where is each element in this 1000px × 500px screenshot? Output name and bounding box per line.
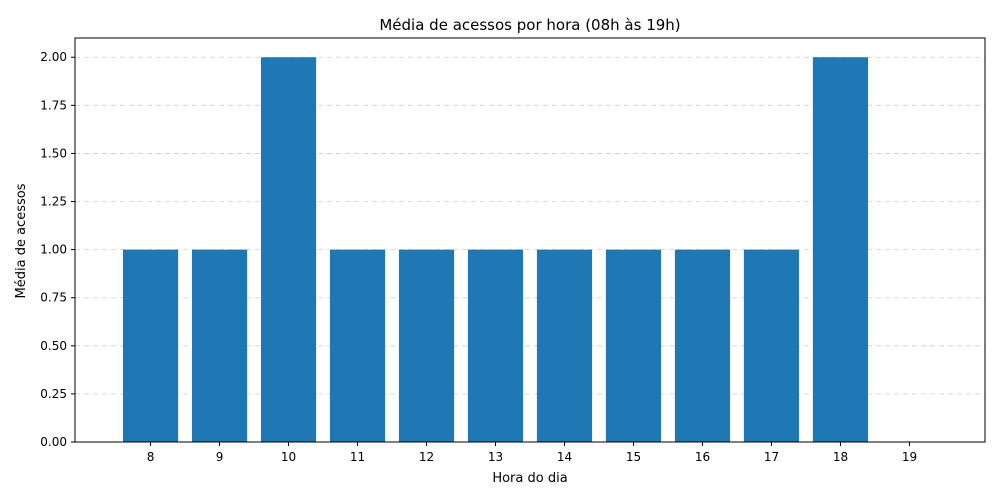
y-axis-ticks: 0.00 0.25 0.50 0.75 1.00 1.25 1.50 1.75 2.00 <box>40 50 75 449</box>
bar-13 <box>467 249 524 442</box>
chart-title: Média de acessos por hora (08h às 19h) <box>379 16 680 34</box>
bar-11 <box>329 249 386 442</box>
bar-15 <box>605 249 662 442</box>
y-tick-label: 0.25 <box>40 387 67 401</box>
x-axis-ticks: 8 9 10 11 12 13 14 15 16 17 18 19 <box>147 442 917 464</box>
x-tick-label: 17 <box>764 450 779 464</box>
x-tick-label: 14 <box>557 450 572 464</box>
y-tick-label: 1.50 <box>40 146 67 160</box>
bar-18 <box>812 57 869 442</box>
bar-16 <box>674 249 731 442</box>
bar-14 <box>536 249 593 442</box>
bar-10 <box>260 57 317 442</box>
x-axis-title: Hora do dia <box>492 471 567 486</box>
y-tick-label: 2.00 <box>40 50 67 64</box>
x-tick-label: 10 <box>281 450 296 464</box>
y-tick-label: 0.50 <box>40 339 67 353</box>
x-tick-label: 8 <box>147 450 155 464</box>
x-tick-label: 13 <box>488 450 503 464</box>
x-tick-label: 19 <box>902 450 917 464</box>
plot-frame <box>74 37 986 443</box>
bar-8 <box>122 249 179 442</box>
x-tick-label: 18 <box>833 450 848 464</box>
bars <box>122 57 869 442</box>
x-tick-label: 11 <box>350 450 365 464</box>
x-tick-label: 16 <box>695 450 710 464</box>
y-tick-label: 0.00 <box>40 435 67 449</box>
y-tick-label: 1.25 <box>40 195 67 209</box>
bar-17 <box>743 249 800 442</box>
x-tick-label: 15 <box>626 450 641 464</box>
y-tick-label: 1.75 <box>40 98 67 112</box>
y-axis-title: Média de acessos <box>14 183 29 298</box>
bar-12 <box>398 249 455 442</box>
y-tick-label: 0.75 <box>40 291 67 305</box>
bar-9 <box>191 249 248 442</box>
x-tick-label: 9 <box>216 450 224 464</box>
x-tick-label: 12 <box>419 450 434 464</box>
y-tick-label: 1.00 <box>40 243 67 257</box>
